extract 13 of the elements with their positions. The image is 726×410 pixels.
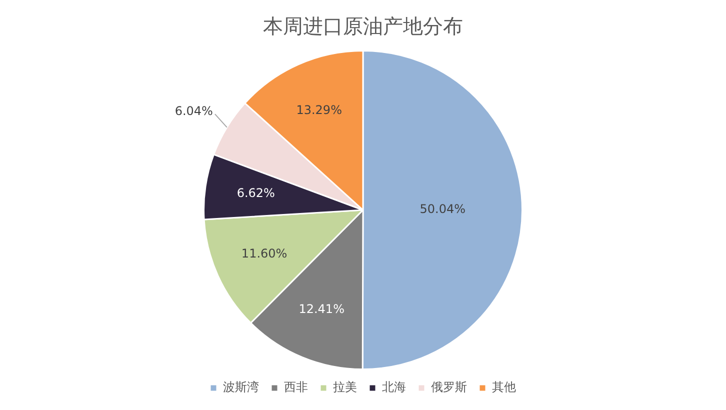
data-label: 50.04% (420, 202, 466, 216)
data-label: 12.41% (298, 302, 344, 316)
legend-label: 其他 (492, 380, 516, 394)
legend-label: 西非 (284, 380, 308, 394)
legend-label: 俄罗斯 (431, 380, 467, 394)
legend-label: 拉美 (333, 380, 357, 394)
data-label: 11.60% (241, 246, 288, 261)
legend-label: 波斯湾 (223, 380, 259, 394)
legend-label: 北海 (382, 380, 406, 394)
chart-title: 本周进口原油产地分布 (263, 14, 463, 38)
data-label: 6.62% (236, 186, 275, 200)
data-label: 13.29% (296, 103, 342, 118)
data-label: 6.04% (174, 104, 213, 118)
